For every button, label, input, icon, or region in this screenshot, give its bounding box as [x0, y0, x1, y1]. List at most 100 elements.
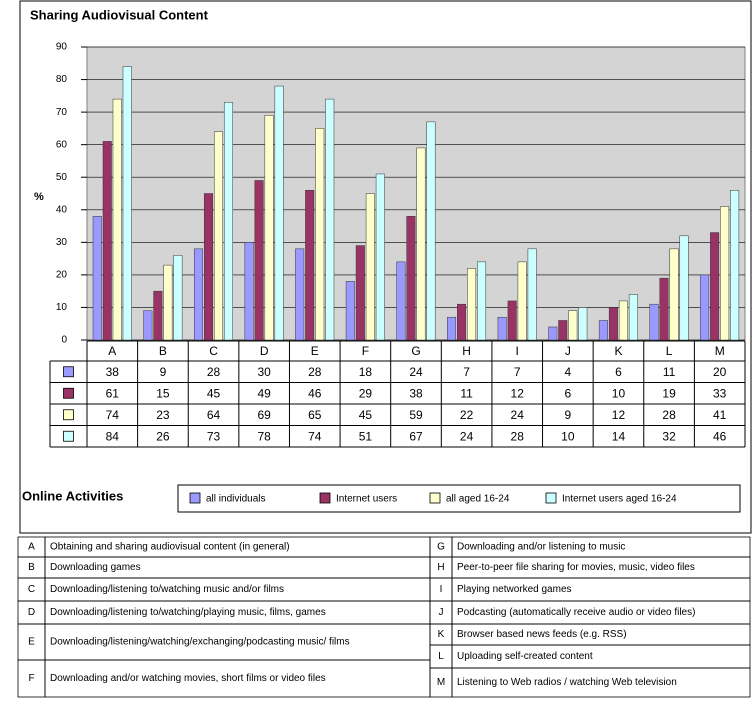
activity-description: Downloading/listening to/watching music …	[50, 584, 284, 595]
bar	[720, 206, 730, 341]
table-value: 24	[460, 429, 474, 443]
table-value: 18	[359, 365, 373, 379]
table-value: 45	[207, 386, 221, 400]
bar	[295, 248, 305, 341]
bar	[467, 268, 477, 341]
x-tick-label: L	[666, 344, 673, 358]
bar	[608, 307, 618, 341]
x-tick-label: A	[108, 344, 116, 358]
y-tick-label: 90	[56, 42, 68, 53]
chart-frame	[19, 0, 752, 534]
chart-title: Sharing Audiovisual Content	[30, 7, 209, 22]
table-value: 46	[308, 386, 322, 400]
table-value: 9	[565, 408, 572, 422]
activity-key: J	[439, 607, 444, 618]
y-tick-label: 50	[56, 172, 68, 183]
legend-label: Internet users	[336, 494, 397, 505]
table-value: 24	[409, 365, 423, 379]
bar	[122, 66, 132, 341]
table-value: 19	[662, 386, 676, 400]
y-tick-label: 60	[56, 139, 68, 150]
x-tick-label: I	[516, 344, 519, 358]
table-value: 33	[713, 386, 727, 400]
y-tick-label: 80	[56, 74, 68, 85]
y-tick-label: 70	[56, 107, 68, 118]
table-value: 28	[662, 408, 676, 422]
table-value: 14	[612, 429, 626, 443]
bar	[325, 98, 335, 341]
table-value: 78	[257, 429, 271, 443]
table-value: 7	[463, 365, 470, 379]
y-tick-label: 40	[56, 204, 68, 215]
bar	[558, 320, 568, 341]
bar	[710, 232, 720, 341]
table-value: 15	[156, 386, 170, 400]
table-value: 32	[662, 429, 676, 443]
activity-key: L	[438, 651, 444, 662]
legend-title: Online Activities	[22, 488, 123, 503]
bar	[548, 326, 558, 341]
bar	[254, 180, 264, 341]
activity-key: F	[28, 673, 34, 684]
y-tick-label: 0	[61, 335, 67, 346]
x-tick-label: H	[462, 344, 471, 358]
activity-key: I	[440, 584, 443, 595]
table-value: 41	[713, 408, 727, 422]
activity-description: Downloading games	[50, 562, 141, 573]
table-value: 84	[106, 429, 120, 443]
y-axis-label: %	[34, 191, 44, 203]
x-tick-label: E	[311, 344, 319, 358]
bar	[112, 98, 122, 341]
table-value: 30	[257, 365, 271, 379]
table-value: 12	[511, 386, 525, 400]
legend-label: Internet users aged 16-24	[562, 494, 677, 505]
bar	[193, 248, 203, 341]
activity-description: Downloading/listening/watching/exchangin…	[50, 637, 350, 648]
table-value: 20	[713, 365, 727, 379]
bar	[305, 189, 315, 341]
table-value: 10	[561, 429, 575, 443]
bar	[679, 235, 689, 341]
bar	[406, 216, 416, 341]
activity-description: Peer-to-peer file sharing for movies, mu…	[457, 562, 695, 573]
y-tick-label: 10	[56, 302, 68, 313]
x-tick-label: D	[260, 344, 269, 358]
bar	[507, 300, 517, 341]
y-tick-label: 30	[56, 237, 68, 248]
x-tick-label: M	[715, 344, 725, 358]
x-tick-label: G	[411, 344, 420, 358]
legend-swatch	[545, 492, 557, 504]
bar	[143, 310, 153, 341]
bar	[365, 193, 375, 341]
table-value: 7	[514, 365, 521, 379]
bar	[598, 320, 608, 341]
activity-description: Playing networked games	[457, 584, 572, 595]
activity-key: B	[28, 562, 35, 573]
legend-label: all individuals	[206, 494, 265, 505]
table-value: 12	[612, 408, 626, 422]
activity-description: Downloading and/or watching movies, shor…	[50, 673, 326, 684]
bar	[274, 85, 284, 341]
table-value: 51	[359, 429, 373, 443]
table-value: 69	[257, 408, 271, 422]
bar	[618, 300, 628, 341]
activity-description: Listening to Web radios / watching Web t…	[457, 677, 677, 688]
activity-key: D	[28, 607, 35, 618]
bar	[92, 216, 102, 341]
bar	[649, 303, 659, 341]
table-value: 38	[106, 365, 120, 379]
table-value: 38	[409, 386, 423, 400]
legend-box	[177, 484, 741, 513]
bar	[578, 307, 588, 341]
bar	[213, 131, 223, 341]
bar	[416, 147, 426, 341]
table-value: 22	[460, 408, 474, 422]
x-tick-label: K	[614, 344, 622, 358]
row-swatch	[63, 366, 74, 378]
table-value: 28	[207, 365, 221, 379]
table-value: 49	[257, 386, 271, 400]
activity-description: Downloading/listening to/watching/playin…	[50, 607, 326, 618]
table-value: 10	[612, 386, 626, 400]
table-value: 9	[160, 365, 167, 379]
bar	[628, 294, 638, 341]
